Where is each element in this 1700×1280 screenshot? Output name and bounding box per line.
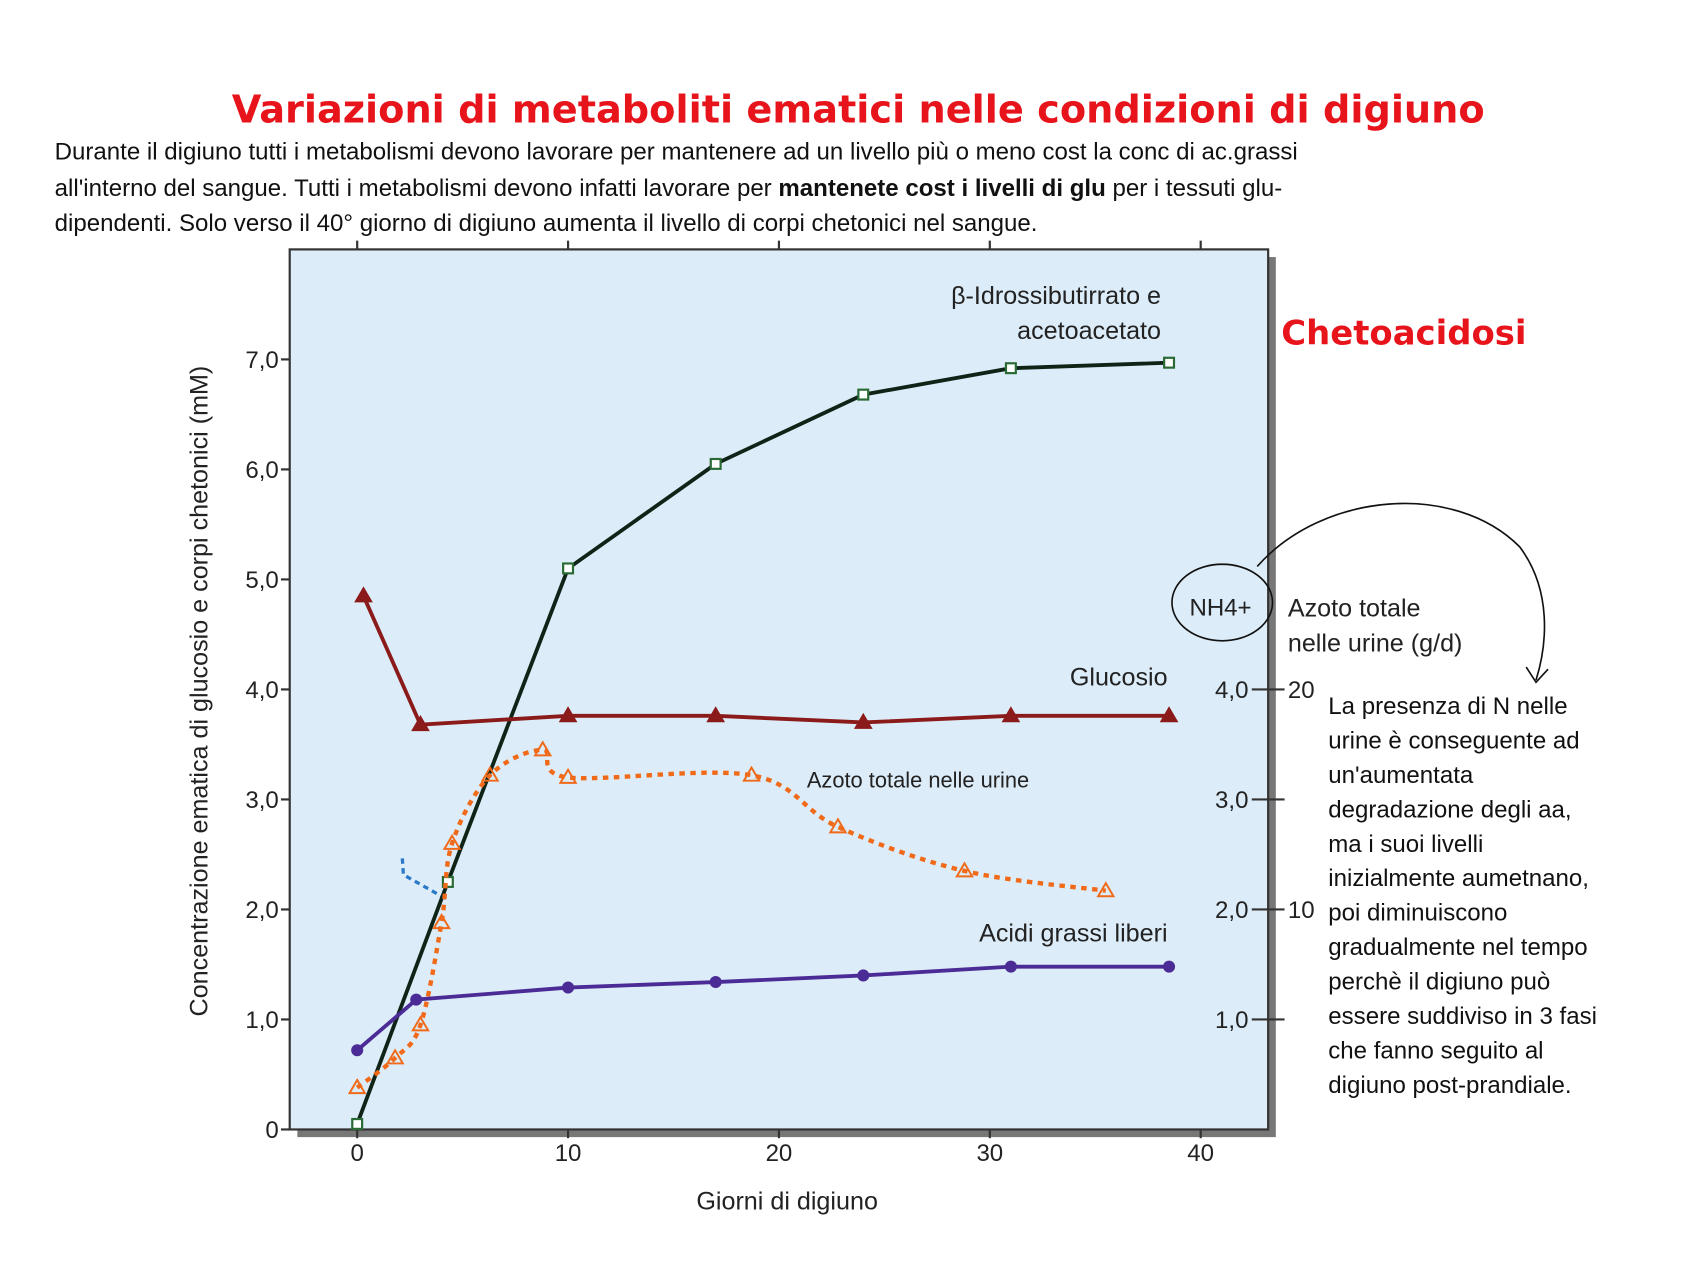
intro-bold: mantenete cost i livelli di glu [778,175,1105,202]
marker [558,706,578,723]
marker [1004,960,1017,973]
intro-line: all'interno del sangue. Tutti i metaboli… [55,175,1283,202]
side-note-line: che fanno seguito al [1328,1037,1543,1064]
marker [351,1117,364,1130]
intro-text: per i tessuti glu- [1106,175,1282,202]
marker [410,993,423,1006]
marker [1163,960,1176,973]
marker [1163,356,1176,369]
y2-tick-label: 3,0 [1215,787,1248,814]
series-label: Azoto totale nelle urine [807,767,1029,792]
marker [709,976,722,989]
marker [347,1078,367,1095]
marker [480,765,500,782]
marker [533,740,553,757]
intro-line: Durante il digiuno tutti i metabolismi d… [55,139,1298,166]
x-tick-label: 0 [351,1140,364,1167]
marker [857,388,870,401]
y2-label: NH4+ [1189,595,1251,622]
x-tick-label: 10 [555,1140,582,1167]
marker [411,1015,430,1032]
y3-tick-label: 20 [1288,677,1315,704]
y2-tick-label: 4,0 [1215,677,1248,704]
x-axis-label: Giorni di digiuno [696,1187,878,1215]
y-axis-label: Concentrazione ematica di glucosio e cor… [186,366,214,1017]
marker [709,457,722,470]
marker [432,913,451,930]
side-note-line: La presenza di N nelle [1328,693,1567,720]
side-note-line: gradualmente nel tempo [1328,934,1587,961]
intro-text: dipendenti. Solo verso il 40° giorno di … [55,210,1038,237]
marker [558,767,578,784]
marker [411,715,430,732]
marker [562,562,575,575]
marker [742,765,761,782]
series-label: acetoacetato [1017,317,1161,345]
intro-text: all'interno del sangue. Tutti i metaboli… [55,175,779,202]
y-tick-label: 5,0 [245,567,278,594]
side-note-line: perchè il digiuno può [1328,969,1550,996]
marker [706,706,726,723]
marker [1159,706,1179,723]
marker [562,981,575,994]
marker [442,833,462,850]
marker [385,1048,405,1065]
series-label: β-Idrossibutirrato e [951,282,1161,310]
y-tick-label: 4,0 [245,677,278,704]
series-line [355,747,1107,1090]
y-tick-label: 3,0 [245,787,278,814]
side-note-line: digiuno post-prandiale. [1328,1072,1571,1099]
arrow [1256,502,1546,681]
side-note-line: essere suddiviso in 3 fasi [1328,1003,1597,1030]
plot-area [288,248,1270,1131]
marker [354,586,373,603]
side-note-line: un'aumentata [1328,762,1474,789]
side-note-line: urine è conseguente ad [1328,727,1579,754]
intro-text: Durante il digiuno tutti i metabolismi d… [55,139,1298,166]
y-tick-label: 6,0 [245,457,278,484]
title: Variazioni di metaboliti ematici nelle c… [232,88,1485,133]
y-tick-label: 1,0 [245,1007,278,1034]
side-note: La presenza di N nelle urine è conseguent… [1328,693,1597,1099]
y-tick-label: 0 [265,1117,278,1144]
series-label: Acidi grassi liberi [979,919,1167,947]
marker [1096,881,1116,898]
series-label: Glucosio [1070,664,1168,692]
marker [857,969,870,982]
marker [351,1044,364,1057]
side-note-line: inizialmente aumetnano, [1328,865,1589,892]
highlight-circle [1171,563,1274,642]
y-tick-label: 2,0 [245,897,278,924]
y2-tick-label: 2,0 [1215,897,1248,924]
intro-line: dipendenti. Solo verso il 40° giorno di … [55,210,1038,237]
side-note-line: degradazione degli aa, [1328,796,1571,823]
annotation: Chetoacidosi [1281,314,1526,353]
marker [955,861,974,878]
x-tick-label: 20 [766,1140,793,1167]
arrow-head [1525,666,1549,684]
side-note-line: poi diminuiscono [1328,900,1507,927]
side-note-line: ma i suoi livelli [1328,831,1483,858]
y3-label: nelle urine (g/d) [1288,630,1463,658]
marker [1001,706,1021,723]
x-tick-label: 30 [976,1140,1003,1167]
x-tick-label: 40 [1187,1140,1214,1167]
y2-tick-label: 1,0 [1215,1007,1248,1034]
y3-label: Azoto totale [1288,595,1421,623]
y-tick-label: 7,0 [245,347,278,374]
marker [1004,362,1017,375]
marker [828,817,848,834]
marker [853,712,873,729]
y3-tick-label: 10 [1288,897,1315,924]
